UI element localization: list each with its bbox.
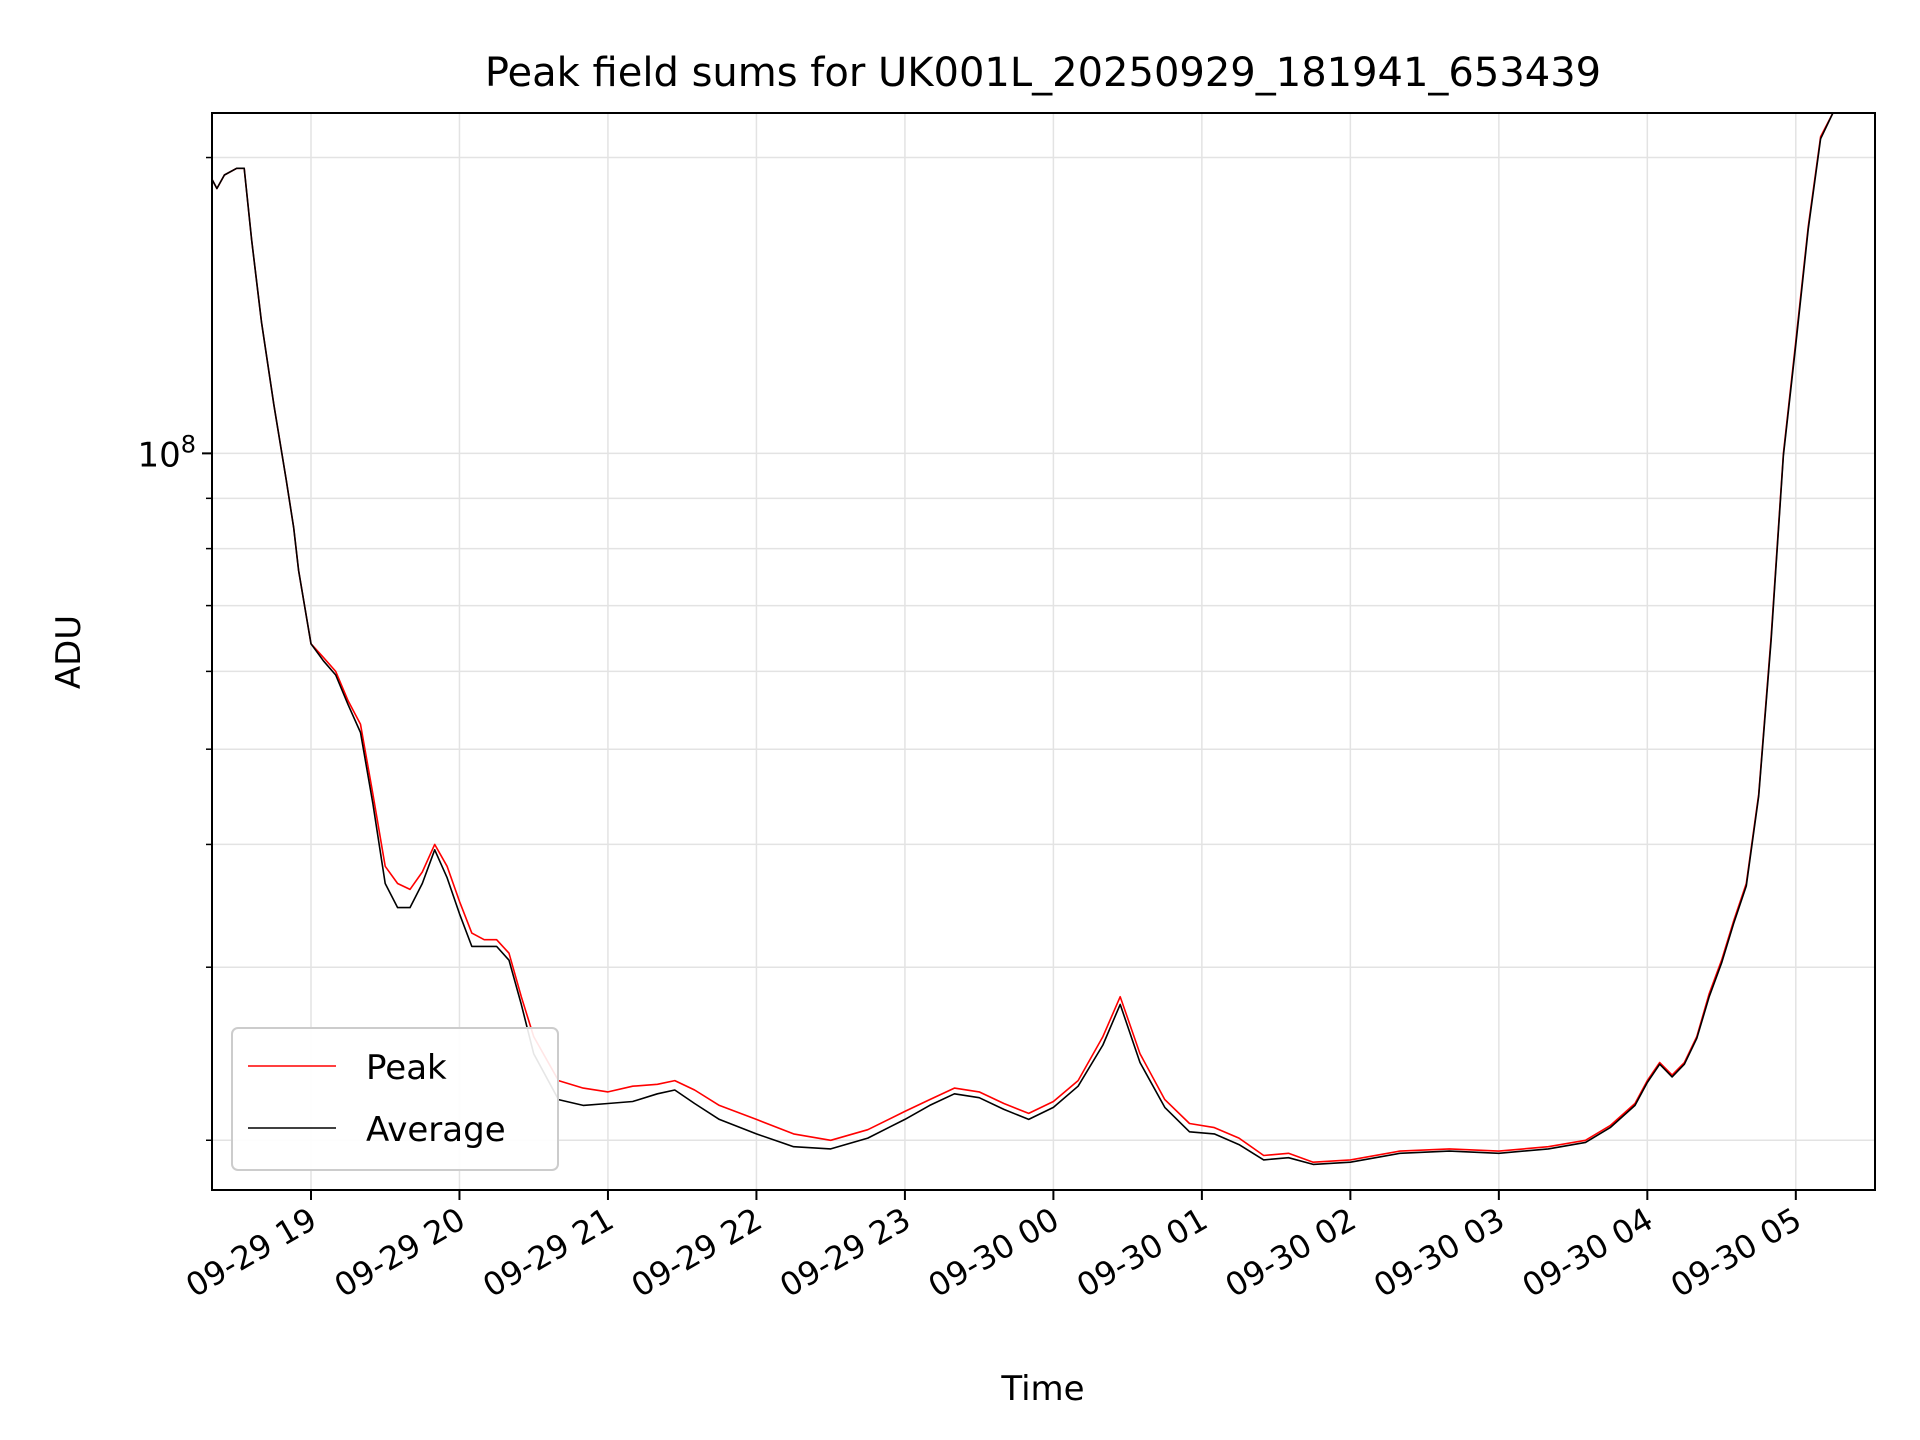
legend[interactable]: Peak Average	[231, 1027, 559, 1171]
grid	[212, 113, 1875, 1190]
legend-box	[231, 1027, 559, 1171]
y-tick-label: 108	[137, 430, 196, 475]
x-axis-label: Time	[1000, 1369, 1084, 1409]
y-axis-label: ADU	[49, 615, 89, 689]
plot-frame	[211, 112, 1876, 1191]
plot-series	[212, 113, 1848, 1166]
y-axis: 108	[137, 156, 212, 1142]
series-line-peak	[212, 113, 1848, 1163]
legend-label-peak: Peak	[366, 1048, 447, 1088]
chart-title: Peak field sums for UK001L_20250929_1819…	[485, 50, 1601, 96]
series-line-average	[212, 113, 1848, 1166]
legend-label-average: Average	[366, 1110, 506, 1150]
